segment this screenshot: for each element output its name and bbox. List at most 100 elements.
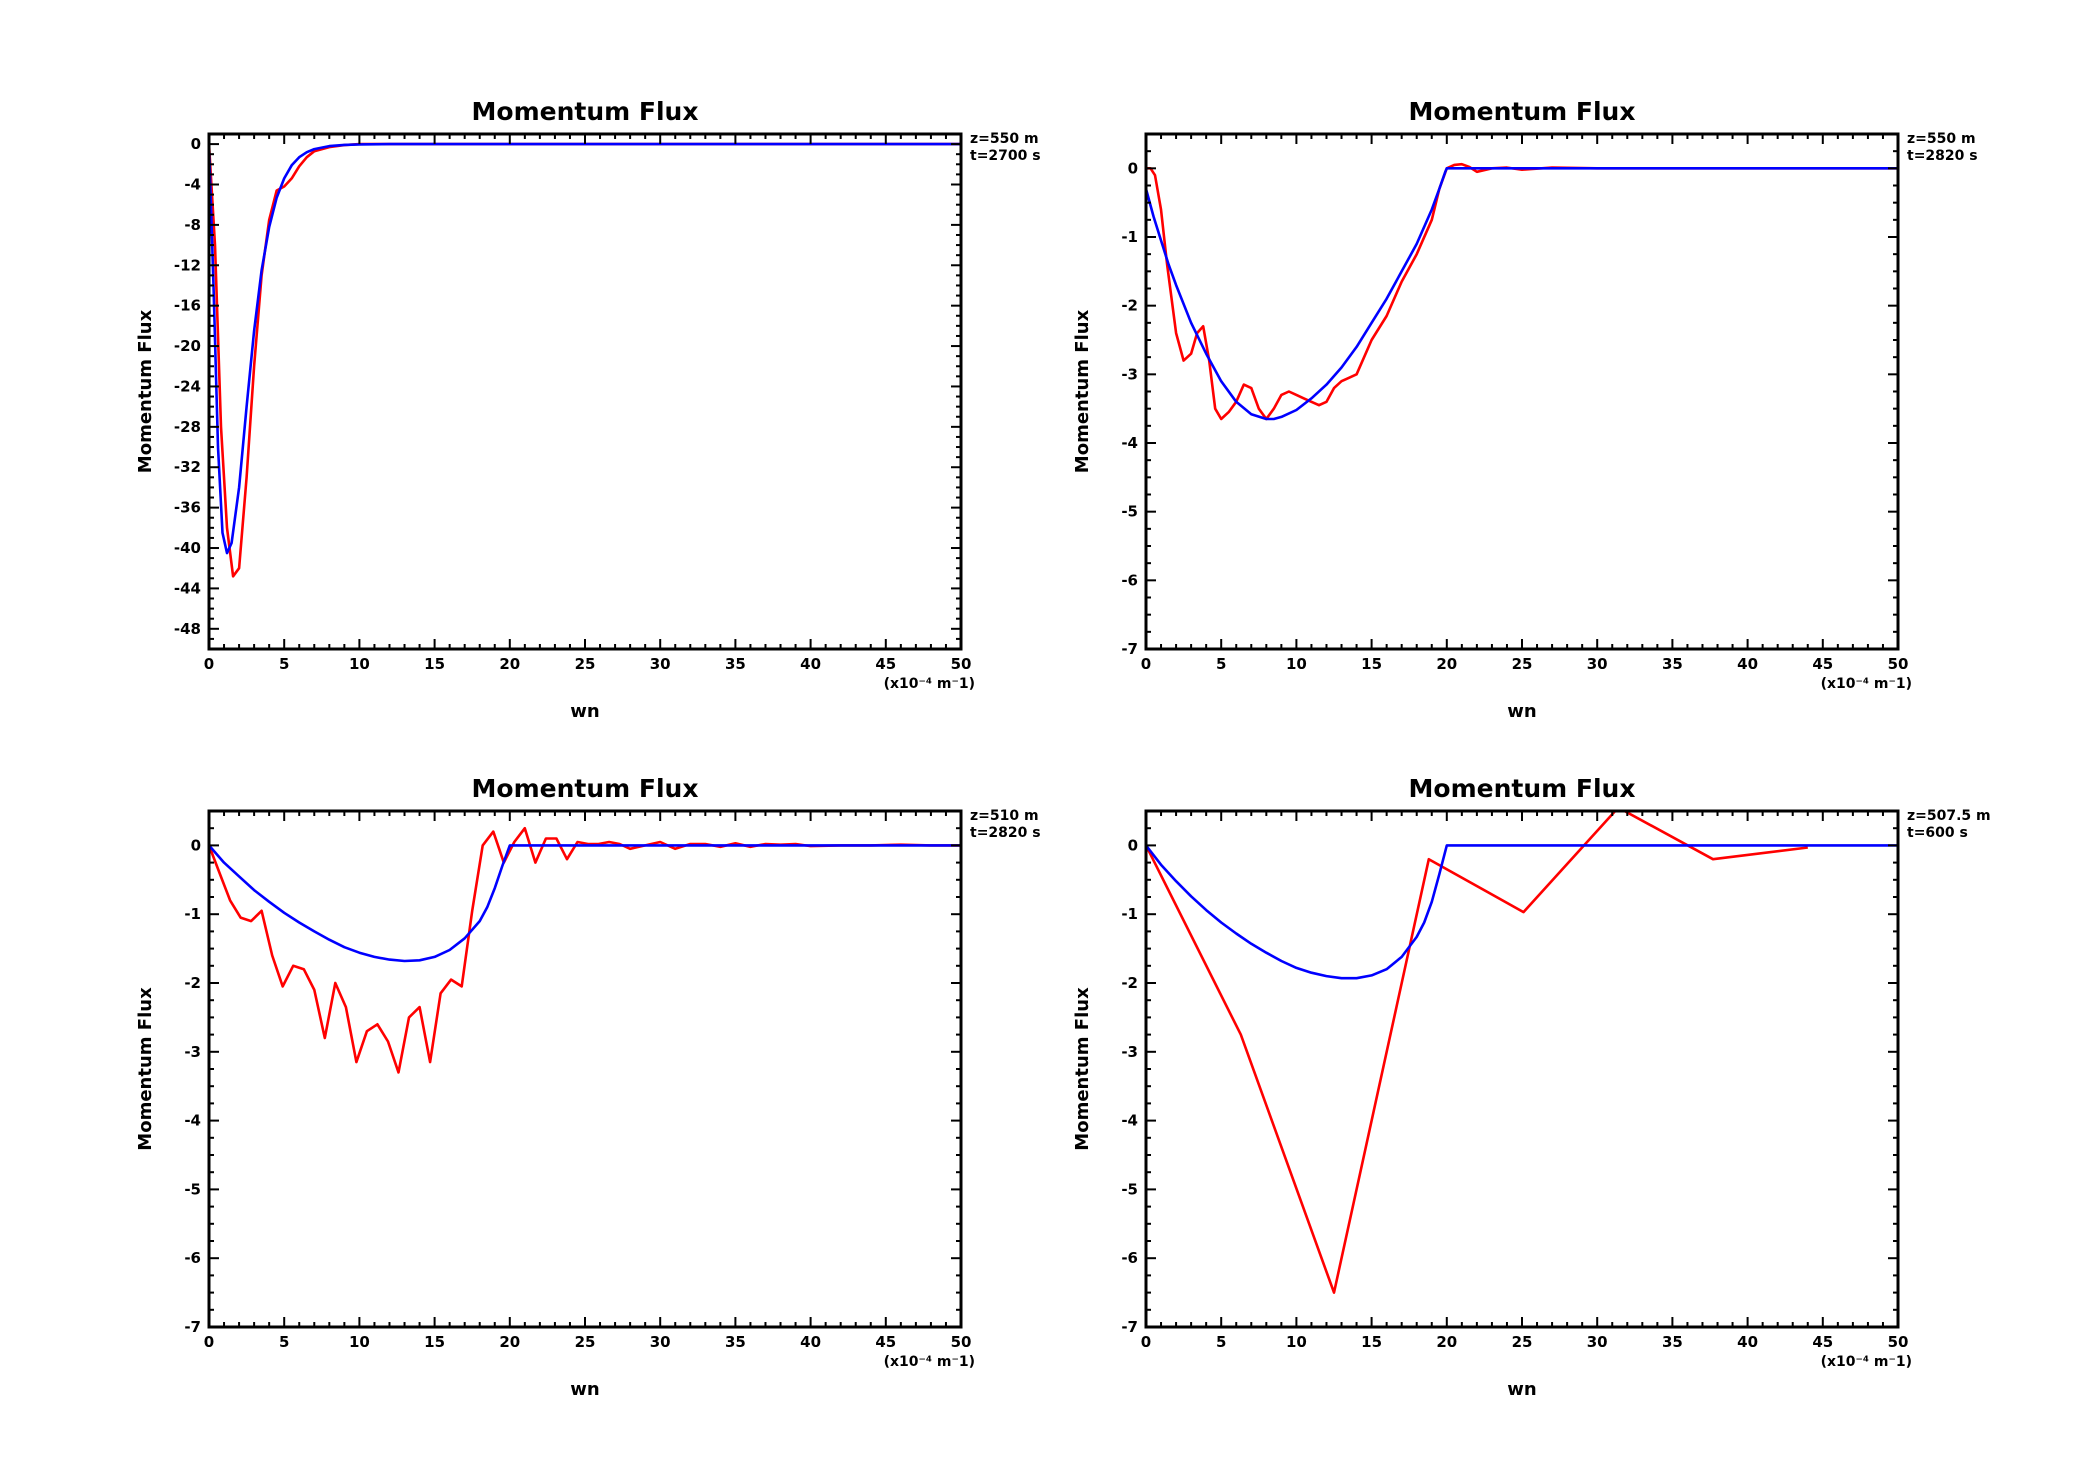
y-axis-label: Momentum Flux (1072, 987, 1093, 1151)
x-tick-label: 20 (1436, 655, 1457, 673)
x-tick-label: 0 (1141, 1333, 1151, 1351)
y-tick-label: -4 (184, 1112, 201, 1130)
x-axis-label: wn (570, 1379, 599, 1400)
y-tick-label: -5 (1121, 1180, 1138, 1198)
y-tick-label: -28 (174, 418, 201, 436)
y-tick-label: -32 (174, 458, 201, 476)
y-tick-label: -4 (184, 175, 201, 193)
x-tick-label: 15 (424, 655, 445, 673)
x-tick-label: 25 (575, 655, 596, 673)
x-tick-label: 10 (349, 1333, 370, 1351)
y-tick-label: -7 (1121, 640, 1138, 658)
y-tick-label: -48 (174, 620, 201, 638)
x-tick-label: 5 (279, 655, 289, 673)
x-tick-label: 10 (349, 655, 370, 673)
x-tick-label: 5 (1216, 655, 1226, 673)
x-tick-label: 15 (1361, 1333, 1382, 1351)
y-tick-label: -7 (184, 1318, 201, 1336)
x-tick-label: 25 (575, 1333, 596, 1351)
panel-annotation: t=2700 s (970, 148, 1041, 164)
y-tick-label: -6 (184, 1249, 201, 1267)
x-tick-label: 30 (650, 655, 671, 673)
x-tick-label: 40 (1737, 1333, 1758, 1351)
y-tick-label: -1 (1121, 228, 1138, 246)
x-tick-label: 35 (725, 1333, 746, 1351)
series-line-2 (1146, 167, 1898, 421)
x-tick-label: 30 (1587, 655, 1608, 673)
chart-title: Momentum Flux (1409, 774, 1636, 803)
y-tick-label: -1 (184, 905, 201, 923)
panel-annotation: t=2820 s (970, 825, 1041, 841)
x-unit-label: (x10⁻⁴ m⁻1) (884, 1354, 975, 1370)
panel-annotation: t=600 s (1907, 825, 1968, 841)
y-tick-label: -5 (184, 1180, 201, 1198)
x-tick-label: 5 (279, 1333, 289, 1351)
y-tick-label: -6 (1121, 1249, 1138, 1267)
x-tick-label: 45 (875, 1333, 896, 1351)
x-axis-label: wn (570, 701, 599, 722)
x-tick-label: 25 (1512, 1333, 1533, 1351)
y-tick-label: -6 (1121, 571, 1138, 589)
y-tick-label: -1 (1121, 905, 1138, 923)
y-tick-label: -16 (174, 297, 201, 315)
x-tick-label: 35 (725, 655, 746, 673)
x-axis-label: wn (1507, 1379, 1536, 1400)
chart-panel-4: 0 5 10 15 20 25 30 35 40 45 50 0 -1 -2 -3 -4 -5 -6 -7 Momen… (1072, 774, 1991, 1400)
x-tick-label: 45 (1812, 1333, 1833, 1351)
x-tick-label: 50 (1888, 1333, 1909, 1351)
x-tick-label: 40 (800, 655, 821, 673)
y-tick-label: -20 (174, 337, 201, 355)
x-tick-label: 45 (1812, 655, 1833, 673)
x-tick-label: 35 (1662, 655, 1683, 673)
y-axis-label: Momentum Flux (135, 987, 156, 1151)
x-tick-label: 15 (424, 1333, 445, 1351)
x-tick-label: 40 (1737, 655, 1758, 673)
x-tick-label: 30 (650, 1333, 671, 1351)
y-tick-label: -8 (184, 216, 201, 234)
y-tick-label: -5 (1121, 503, 1138, 521)
y-tick-label: -2 (1121, 974, 1138, 992)
series-line-2 (1146, 844, 1898, 980)
x-tick-label: 50 (951, 1333, 972, 1351)
panel-annotation: z=510 m (970, 808, 1039, 824)
x-axis-label: wn (1507, 701, 1536, 722)
series-line-1 (1146, 811, 1808, 1294)
y-tick-label: -7 (1121, 1318, 1138, 1336)
x-unit-label: (x10⁻⁴ m⁻1) (884, 676, 975, 692)
y-tick-label: -44 (174, 579, 201, 597)
y-tick-label: -12 (174, 256, 201, 274)
x-tick-label: 20 (499, 655, 520, 673)
series-line-2 (209, 142, 961, 555)
chart-panel-1: 0 5 10 15 20 25 30 35 40 45 50 0 -4 -8 -12 -16 -20 -24 -28… (135, 97, 1041, 722)
y-tick-label: -3 (1121, 1043, 1138, 1061)
series-line-2 (209, 844, 961, 963)
y-tick-label: -24 (174, 377, 201, 395)
y-axis-label: Momentum Flux (135, 309, 156, 473)
x-tick-label: 40 (800, 1333, 821, 1351)
y-tick-label: -36 (174, 499, 201, 517)
y-tick-label: 0 (191, 836, 201, 854)
x-tick-label: 10 (1286, 655, 1307, 673)
y-tick-label: 0 (191, 135, 201, 153)
x-tick-label: 0 (1141, 655, 1151, 673)
x-tick-label: 45 (875, 655, 896, 673)
x-tick-label: 30 (1587, 1333, 1608, 1351)
y-axis-label: Momentum Flux (1072, 309, 1093, 473)
y-tick-label: -4 (1121, 434, 1138, 452)
x-tick-label: 15 (1361, 655, 1382, 673)
x-tick-label: 20 (1436, 1333, 1457, 1351)
x-tick-label: 35 (1662, 1333, 1683, 1351)
y-tick-label: -3 (184, 1043, 201, 1061)
y-tick-label: -40 (174, 539, 201, 557)
x-tick-label: 0 (204, 655, 214, 673)
x-tick-label: 50 (951, 655, 972, 673)
x-tick-label: 10 (1286, 1333, 1307, 1351)
panel-annotation: z=507.5 m (1907, 808, 1991, 824)
chart-panel-3: 0 5 10 15 20 25 30 35 40 45 50 0 -1 -2 -3 -4 -5 -6 -7 Momen… (135, 774, 1041, 1400)
panel-annotation: z=550 m (1907, 131, 1976, 147)
y-tick-label: 0 (1128, 836, 1138, 854)
panel-annotation: t=2820 s (1907, 148, 1978, 164)
x-tick-label: 25 (1512, 655, 1533, 673)
